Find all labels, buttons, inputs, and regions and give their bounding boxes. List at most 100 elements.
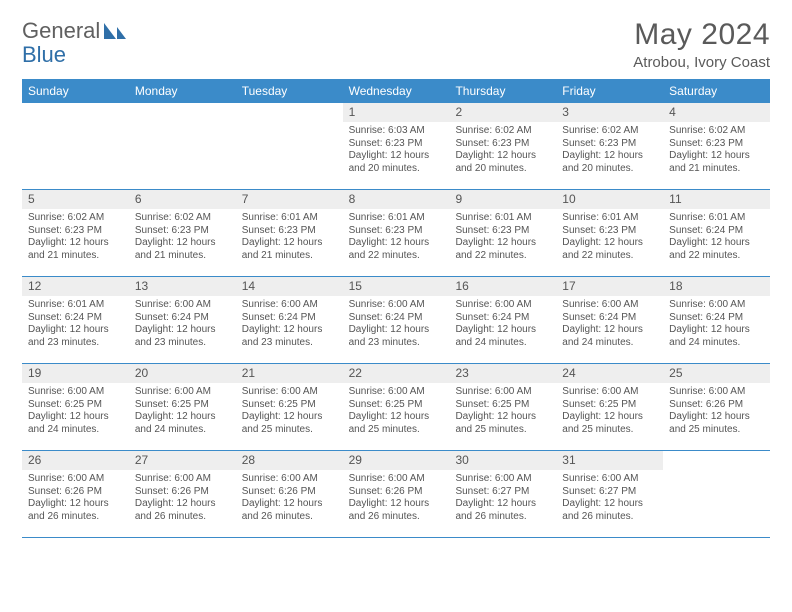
daylight-line: Daylight: 12 hours and 26 minutes. — [455, 498, 536, 522]
date-number: 9 — [449, 190, 556, 209]
day-cell: 19Sunrise: 6:00 AMSunset: 6:25 PMDayligh… — [22, 364, 129, 450]
sunset-line: Sunset: 6:26 PM — [28, 486, 102, 497]
day-details: Sunrise: 6:00 AMSunset: 6:24 PMDaylight:… — [556, 296, 663, 353]
sunrise-line: Sunrise: 6:01 AM — [669, 212, 745, 223]
sunset-line: Sunset: 6:26 PM — [135, 486, 209, 497]
day-details — [236, 122, 343, 142]
sunset-line: Sunset: 6:27 PM — [455, 486, 529, 497]
date-number: 13 — [129, 277, 236, 296]
sunrise-line: Sunrise: 6:02 AM — [562, 125, 638, 136]
day-details: Sunrise: 6:00 AMSunset: 6:24 PMDaylight:… — [129, 296, 236, 353]
date-number: 1 — [343, 103, 450, 122]
day-header-tuesday: Tuesday — [236, 79, 343, 103]
day-cell: 2Sunrise: 6:02 AMSunset: 6:23 PMDaylight… — [449, 103, 556, 189]
sunset-line: Sunset: 6:24 PM — [28, 312, 102, 323]
date-number: 5 — [22, 190, 129, 209]
date-number — [236, 103, 343, 122]
day-cell: 14Sunrise: 6:00 AMSunset: 6:24 PMDayligh… — [236, 277, 343, 363]
day-details — [663, 470, 770, 490]
day-details: Sunrise: 6:00 AMSunset: 6:26 PMDaylight:… — [663, 383, 770, 440]
day-details: Sunrise: 6:00 AMSunset: 6:25 PMDaylight:… — [449, 383, 556, 440]
sunrise-line: Sunrise: 6:01 AM — [455, 212, 531, 223]
day-cell — [663, 451, 770, 537]
date-number: 16 — [449, 277, 556, 296]
week-row: 12Sunrise: 6:01 AMSunset: 6:24 PMDayligh… — [22, 276, 770, 363]
day-cell: 5Sunrise: 6:02 AMSunset: 6:23 PMDaylight… — [22, 190, 129, 276]
sunset-line: Sunset: 6:26 PM — [242, 486, 316, 497]
sunrise-line: Sunrise: 6:00 AM — [562, 299, 638, 310]
sunrise-line: Sunrise: 6:00 AM — [562, 473, 638, 484]
day-header-sunday: Sunday — [22, 79, 129, 103]
header: General May 2024 Atrobou, Ivory Coast — [22, 18, 770, 71]
date-number: 18 — [663, 277, 770, 296]
daylight-line: Daylight: 12 hours and 26 minutes. — [349, 498, 430, 522]
day-cell: 18Sunrise: 6:00 AMSunset: 6:24 PMDayligh… — [663, 277, 770, 363]
date-number: 3 — [556, 103, 663, 122]
date-number: 22 — [343, 364, 450, 383]
sunset-line: Sunset: 6:24 PM — [669, 312, 743, 323]
sunset-line: Sunset: 6:23 PM — [455, 225, 529, 236]
date-number: 30 — [449, 451, 556, 470]
day-cell: 3Sunrise: 6:02 AMSunset: 6:23 PMDaylight… — [556, 103, 663, 189]
sunset-line: Sunset: 6:24 PM — [349, 312, 423, 323]
sunrise-line: Sunrise: 6:02 AM — [135, 212, 211, 223]
sunset-line: Sunset: 6:25 PM — [135, 399, 209, 410]
sunrise-line: Sunrise: 6:01 AM — [242, 212, 318, 223]
day-details: Sunrise: 6:00 AMSunset: 6:25 PMDaylight:… — [343, 383, 450, 440]
sunset-line: Sunset: 6:26 PM — [669, 399, 743, 410]
daylight-line: Daylight: 12 hours and 26 minutes. — [28, 498, 109, 522]
date-number: 29 — [343, 451, 450, 470]
day-details: Sunrise: 6:00 AMSunset: 6:26 PMDaylight:… — [236, 470, 343, 527]
day-cell: 9Sunrise: 6:01 AMSunset: 6:23 PMDaylight… — [449, 190, 556, 276]
day-header-row: Sunday Monday Tuesday Wednesday Thursday… — [22, 79, 770, 103]
day-details: Sunrise: 6:00 AMSunset: 6:24 PMDaylight:… — [343, 296, 450, 353]
sunrise-line: Sunrise: 6:00 AM — [135, 473, 211, 484]
sunrise-line: Sunrise: 6:00 AM — [455, 473, 531, 484]
month-title: May 2024 — [633, 18, 770, 52]
sail-icon — [102, 21, 128, 41]
day-details: Sunrise: 6:00 AMSunset: 6:25 PMDaylight:… — [236, 383, 343, 440]
sunset-line: Sunset: 6:23 PM — [349, 225, 423, 236]
day-details: Sunrise: 6:00 AM Sunset: 6:26 PMDaylight:… — [22, 470, 129, 527]
calendar: Sunday Monday Tuesday Wednesday Thursday… — [22, 79, 770, 538]
sunrise-line: Sunrise: 6:02 AM — [28, 212, 104, 223]
sunrise-line: Sunrise: 6:00 AM — [28, 473, 104, 484]
day-cell: 23Sunrise: 6:00 AMSunset: 6:25 PMDayligh… — [449, 364, 556, 450]
daylight-line: Daylight: 12 hours and 26 minutes. — [562, 498, 643, 522]
day-details: Sunrise: 6:00 AMSunset: 6:27 PMDaylight:… — [556, 470, 663, 527]
day-details: Sunrise: 6:01 AMSunset: 6:23 PMDaylight:… — [449, 209, 556, 266]
day-header-monday: Monday — [129, 79, 236, 103]
sunset-line: Sunset: 6:24 PM — [242, 312, 316, 323]
sunset-line: Sunset: 6:25 PM — [28, 399, 102, 410]
sunrise-line: Sunrise: 6:02 AM — [669, 125, 745, 136]
day-cell: 4Sunrise: 6:02 AMSunset: 6:23 PMDaylight… — [663, 103, 770, 189]
date-number: 14 — [236, 277, 343, 296]
daylight-line: Daylight: 12 hours and 22 minutes. — [349, 237, 430, 261]
day-cell: 13Sunrise: 6:00 AMSunset: 6:24 PMDayligh… — [129, 277, 236, 363]
sunset-line: Sunset: 6:23 PM — [562, 138, 636, 149]
date-number: 31 — [556, 451, 663, 470]
date-number: 17 — [556, 277, 663, 296]
sunset-line: Sunset: 6:23 PM — [135, 225, 209, 236]
daylight-line: Daylight: 12 hours and 24 minutes. — [135, 411, 216, 435]
sunrise-line: Sunrise: 6:00 AM — [242, 299, 318, 310]
day-details: Sunrise: 6:02 AMSunset: 6:23 PMDaylight:… — [663, 122, 770, 179]
date-number: 25 — [663, 364, 770, 383]
daylight-line: Daylight: 12 hours and 24 minutes. — [28, 411, 109, 435]
day-cell: 17Sunrise: 6:00 AMSunset: 6:24 PMDayligh… — [556, 277, 663, 363]
day-details: Sunrise: 6:00 AMSunset: 6:25 PMDaylight:… — [129, 383, 236, 440]
sunrise-line: Sunrise: 6:00 AM — [562, 386, 638, 397]
date-number — [663, 451, 770, 470]
day-details: Sunrise: 6:01 AMSunset: 6:23 PMDaylight:… — [343, 209, 450, 266]
date-number — [22, 103, 129, 122]
day-cell: 7Sunrise: 6:01 AMSunset: 6:23 PMDaylight… — [236, 190, 343, 276]
date-number: 7 — [236, 190, 343, 209]
sunset-line: Sunset: 6:26 PM — [349, 486, 423, 497]
date-number: 10 — [556, 190, 663, 209]
sunrise-line: Sunrise: 6:01 AM — [562, 212, 638, 223]
daylight-line: Daylight: 12 hours and 25 minutes. — [562, 411, 643, 435]
day-cell: 6Sunrise: 6:02 AMSunset: 6:23 PMDaylight… — [129, 190, 236, 276]
daylight-line: Daylight: 12 hours and 25 minutes. — [455, 411, 536, 435]
date-number: 23 — [449, 364, 556, 383]
brand-logo: General — [22, 18, 128, 44]
